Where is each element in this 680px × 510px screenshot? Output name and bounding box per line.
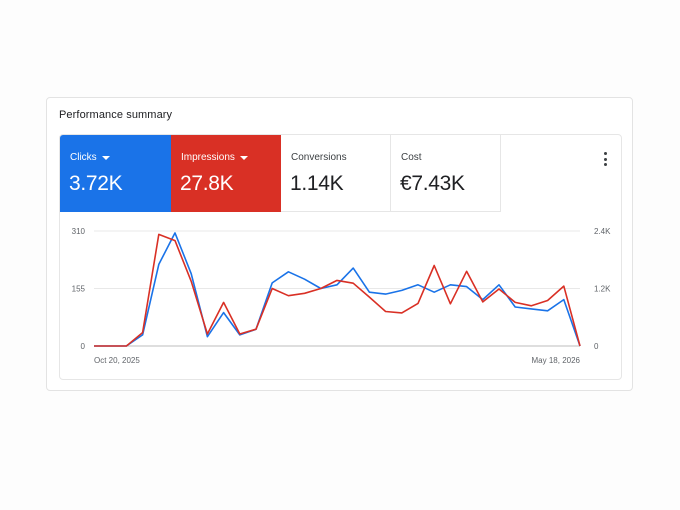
right-axis-tick-label: 1.2K [594,285,611,294]
right-axis-tick-label: 2.4K [594,227,611,236]
metric-value: 1.14K [290,172,344,195]
performance-line-chart: 310 2.4K 155 1.2K 0 0 Oct 20, 2025 May 18, 2026 [72,227,611,365]
metric-label-text: Clicks [70,152,97,163]
metric-value: 3.72K [69,172,123,195]
metric-tile-conversions[interactable]: Conversions 1.14K [281,135,391,212]
x-axis-start-label: Oct 20, 2025 [94,356,140,365]
left-axis-tick-label: 310 [72,227,86,236]
metric-label-text: Impressions [181,152,235,163]
more-dot [603,163,607,166]
metric-label: Clicks [70,152,110,163]
card-title: Performance summary [59,109,173,121]
more-vert-icon[interactable] [599,151,611,167]
series-line-impressions [94,233,581,347]
metric-value: €7.43K [400,172,465,195]
dropdown-arrow-icon[interactable] [239,156,248,160]
metric-label-text: Conversions [291,152,347,163]
metric-label: Impressions [181,152,248,163]
metric-value: 27.8K [180,172,234,195]
metric-tile-clicks[interactable]: Clicks 3.72K [60,135,171,212]
metric-tiles: Clicks 3.72K Impressions 27.8K Conversio… [60,135,501,212]
left-axis-tick-label: 0 [81,342,86,351]
right-axis-tick-label: 0 [594,342,599,351]
metric-label-text: Cost [401,152,422,163]
metric-tile-cost[interactable]: Cost €7.43K [391,135,501,212]
more-dot [603,157,607,161]
more-dot [603,152,607,155]
x-axis-end-label: May 18, 2026 [532,356,581,365]
metric-label: Conversions [291,152,347,163]
metric-tile-impressions[interactable]: Impressions 27.8K [171,135,281,212]
performance-panel: Clicks 3.72K Impressions 27.8K Conversio… [59,134,622,380]
performance-summary-card: Performance summary Clicks 3.72K Impress… [46,97,633,391]
metric-label: Cost [401,152,422,163]
left-axis-tick-label: 155 [72,285,86,294]
dropdown-arrow-icon[interactable] [101,156,110,160]
series-line-clicks [94,232,581,347]
